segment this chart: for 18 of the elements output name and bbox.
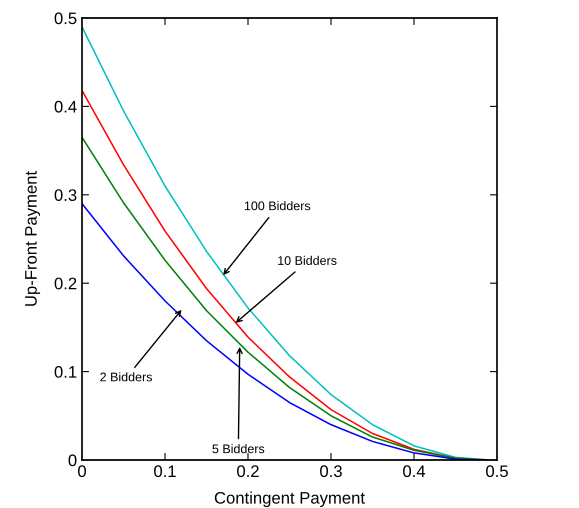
y-tick-label: 0.2: [54, 278, 76, 290]
y-axis-title: Up-Front Payment: [25, 171, 40, 306]
annotation: 5 Bidders: [212, 444, 264, 454]
x-tick-label: 0.4: [403, 465, 426, 478]
annotation: 10 Bidders: [278, 256, 337, 265]
y-tick-label: 0.1: [54, 366, 76, 378]
annotation: 100 Bidders: [244, 201, 310, 210]
x-tick-label: 0.3: [320, 465, 342, 478]
x-tick-label: 0.5: [486, 465, 508, 478]
x-tick-label: 0.1: [154, 465, 176, 478]
y-tick-label: 0.3: [54, 189, 76, 202]
y-tick-label: 0.5: [54, 12, 76, 24]
x-axis-title: Contingent Payment: [214, 492, 365, 508]
annotation: 2 Bidders: [100, 372, 152, 382]
x-tick-label: 0.2: [237, 465, 259, 478]
y-tick-label: 0.4: [54, 100, 77, 113]
y-tick-label: 0: [68, 454, 76, 466]
x-tick-label: 0: [78, 465, 86, 478]
